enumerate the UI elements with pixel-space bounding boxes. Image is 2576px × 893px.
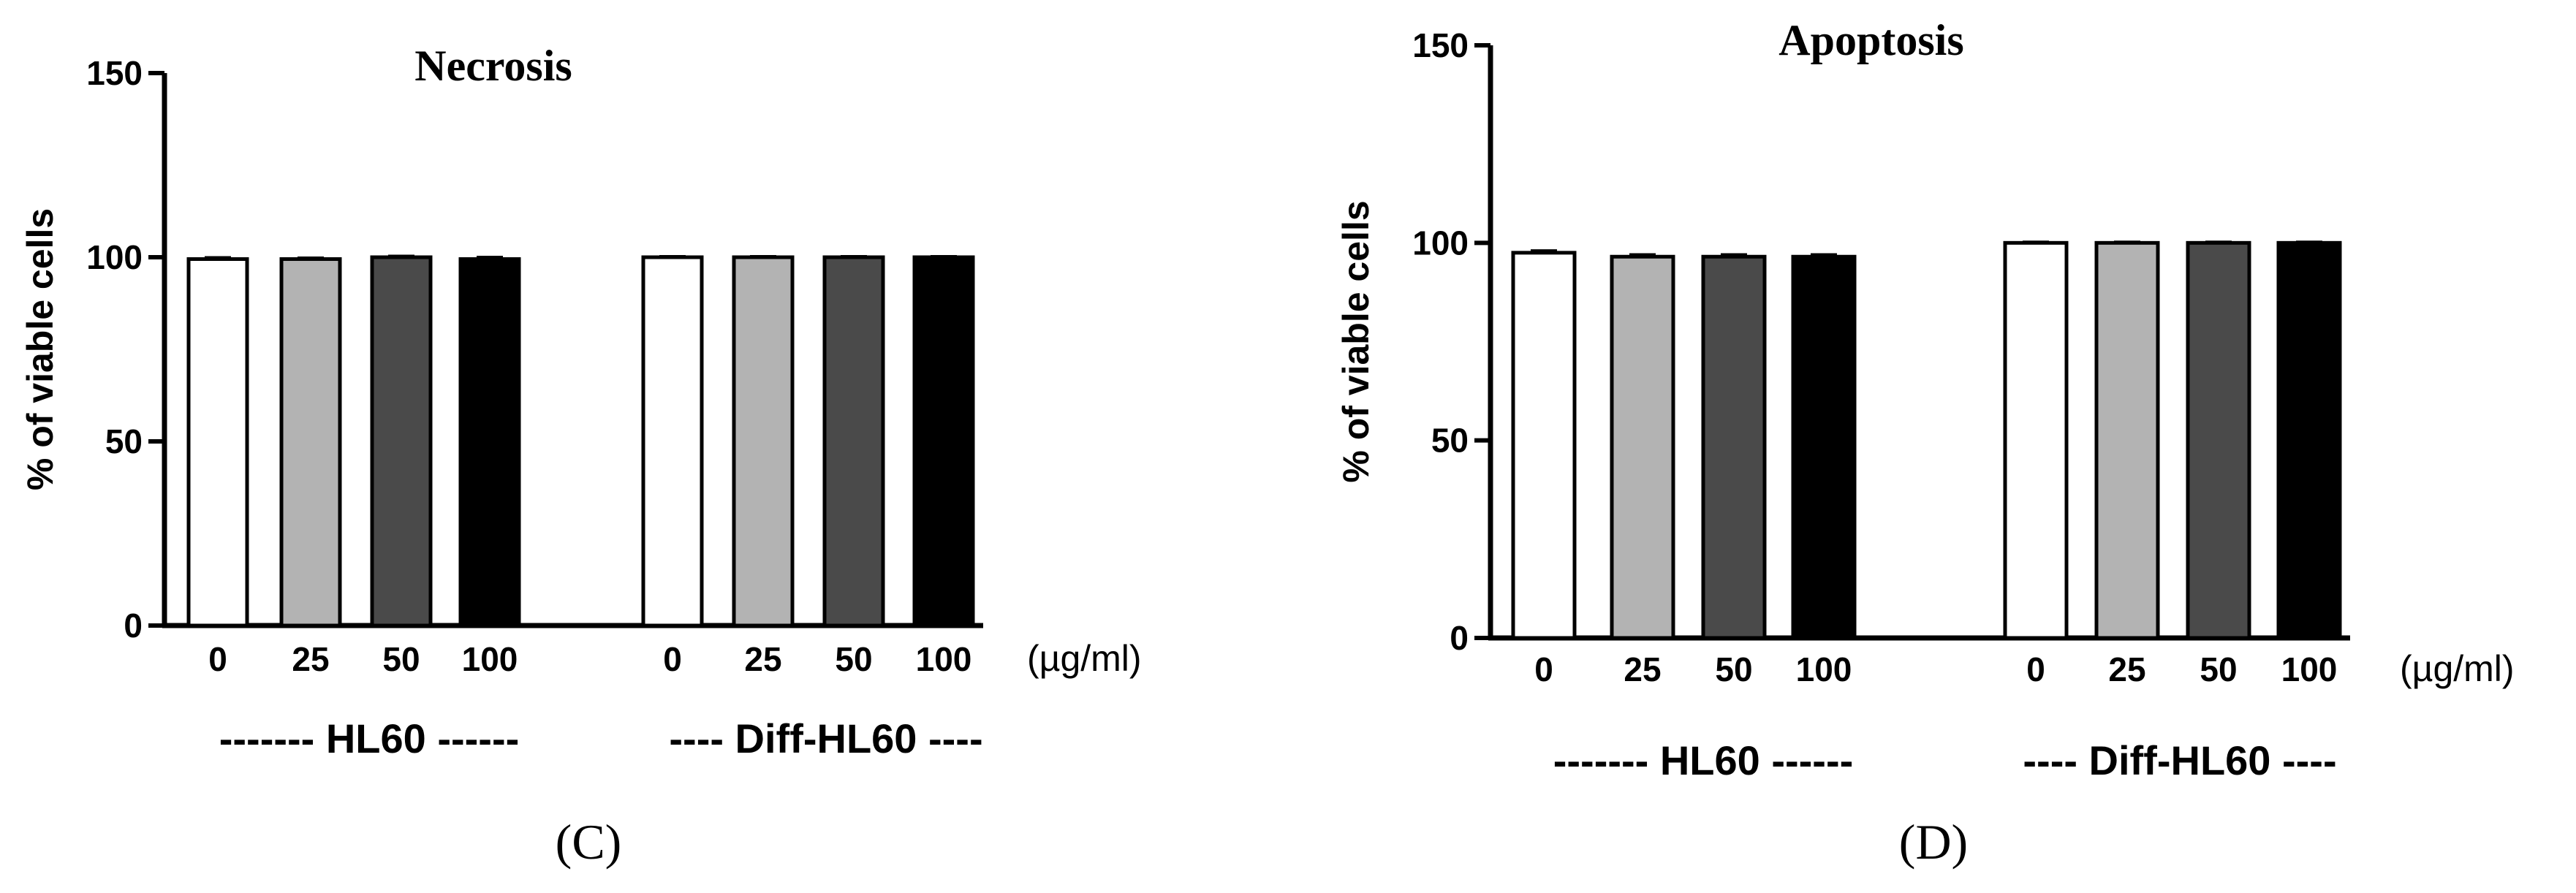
panel-d-group-label: ---- Diff-HL60 ---- [2023,737,2336,783]
panel-c-chart-title: Necrosis [414,42,572,90]
panel-c-panel-label: (C) [556,814,622,870]
panel-d-bar [2005,243,2067,638]
panel-c-bar [825,257,883,626]
panel-d-x-tick-label: 50 [1715,650,1752,688]
panel-d-y-axis-label: % of viable cells [1336,200,1376,482]
panel-c-bar [189,259,247,626]
panel-c-bar [734,257,792,626]
panel-c-bar [372,257,431,626]
panel-d-unit-label: (µg/ml) [2400,648,2515,689]
panel-c-x-tick-label: 25 [744,640,781,678]
panel-c-x-tick-label: 100 [462,640,518,678]
panel-c-group-label: ------- HL60 ------ [219,715,519,761]
panel-d-group-label: ------- HL60 ------ [1553,737,1853,783]
panel-d-bar [2188,243,2249,638]
panel-c-bar [461,259,519,626]
panel-d-bar [1793,256,1855,638]
panel-c-group-label: ---- Diff-HL60 ---- [669,715,982,761]
panel-d-panel-label: (D) [1899,814,1968,870]
panel-d-bar [2278,243,2340,638]
panel-c-x-tick-label: 50 [382,640,420,678]
panel-c-bar [281,259,340,626]
panel-c-x-tick-label: 100 [916,640,972,678]
panel-d-x-tick-label: 100 [2281,650,2338,688]
panel-c-x-tick-label: 0 [208,640,227,678]
panel-c-y-tick-label: 100 [86,238,143,276]
panel-c-x-tick-label: 25 [292,640,329,678]
panel-d-x-tick-label: 50 [2200,650,2237,688]
panel-c-y-tick-label: 50 [105,422,143,460]
panel-c-x-tick-label: 50 [835,640,872,678]
panel-d-y-tick-label: 50 [1431,422,1469,460]
panel-d-x-tick-label: 0 [2026,650,2045,688]
panel-d-y-tick-label: 0 [1450,619,1469,657]
panel-d-x-tick-label: 100 [1796,650,1852,688]
panel-c-bar [643,257,702,626]
panel-d-x-tick-label: 25 [2108,650,2145,688]
panel-d-bar [1513,253,1575,638]
panel-d-y-tick-label: 150 [1412,26,1469,64]
panel-c-x-tick-label: 0 [663,640,682,678]
panel-c-unit-label: (µg/ml) [1027,638,1142,679]
panel-c-y-tick-label: 0 [124,607,143,645]
panel-c-bar [914,257,973,626]
panel-d-y-tick-label: 100 [1412,224,1469,262]
panel-d-bar [1703,256,1765,638]
panel-d-bar [1612,256,1673,638]
panel-d-chart-title: Apoptosis [1778,16,1963,64]
panel-d-x-tick-label: 25 [1624,650,1661,688]
panel-d-bar [2096,243,2158,638]
panel-c-y-tick-label: 150 [86,54,143,92]
panel-c-y-axis-label: % of viable cells [20,208,61,490]
panel-d-x-tick-label: 0 [1534,650,1553,688]
